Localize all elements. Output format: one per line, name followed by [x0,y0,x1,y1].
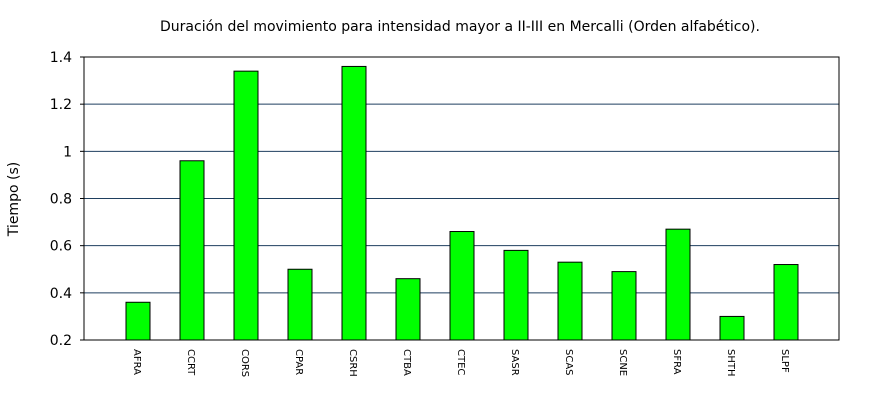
x-ticks: AFRA CCRT CORS CPAR CSRH CTBA CTEC SASR SCAS SCNE… [131,349,790,377]
bar-ctba [395,278,421,341]
x-tick-label: CORS [239,349,250,377]
x-tick-label: SFRA [671,349,682,375]
gridlines [84,103,839,294]
x-tick-label: SLPF [779,349,790,373]
bar-csrh [341,65,367,341]
bar-ccrt [179,160,205,341]
x-tick-label: CTEC [455,349,466,375]
bar-cors [233,70,259,341]
y-tick-label: 0.6 [50,239,72,255]
bar-shth [719,315,745,341]
bar-cpar [287,268,313,341]
y-tick-label: 0.4 [50,286,72,302]
y-tick-label: 1.2 [50,97,72,113]
bar-sfra [665,228,691,341]
x-tick-label: CPAR [293,349,304,375]
x-tick-label: SHTH [725,349,736,377]
x-tick-label: CCRT [185,349,196,376]
bars [125,65,799,341]
y-tick-label: 1 [63,144,72,160]
y-tick-label: 1.4 [50,50,72,66]
y-tick-label: 0.8 [50,192,72,208]
y-tick-label: 0.2 [50,333,72,349]
x-tick-label: AFRA [131,349,142,375]
bar-scas [557,261,583,341]
x-tick-label: CTBA [401,349,412,376]
bar-afra [125,301,151,341]
x-tick-label: SCNE [617,349,628,376]
bar-ctec [449,231,475,341]
chart-title: Duración del movimiento para intensidad … [160,19,760,35]
x-tick-label: SASR [509,349,520,376]
bar-slpf [773,264,799,341]
x-tick-label: CSRH [347,349,358,377]
bar-scne [611,271,637,341]
y-axis-label: Tiempo (s) [6,162,22,237]
x-tick-label: SCAS [563,349,574,376]
y-ticks: 0.2 0.4 0.6 0.8 1 1.2 1.4 [50,50,84,349]
bar-sasr [503,249,529,341]
